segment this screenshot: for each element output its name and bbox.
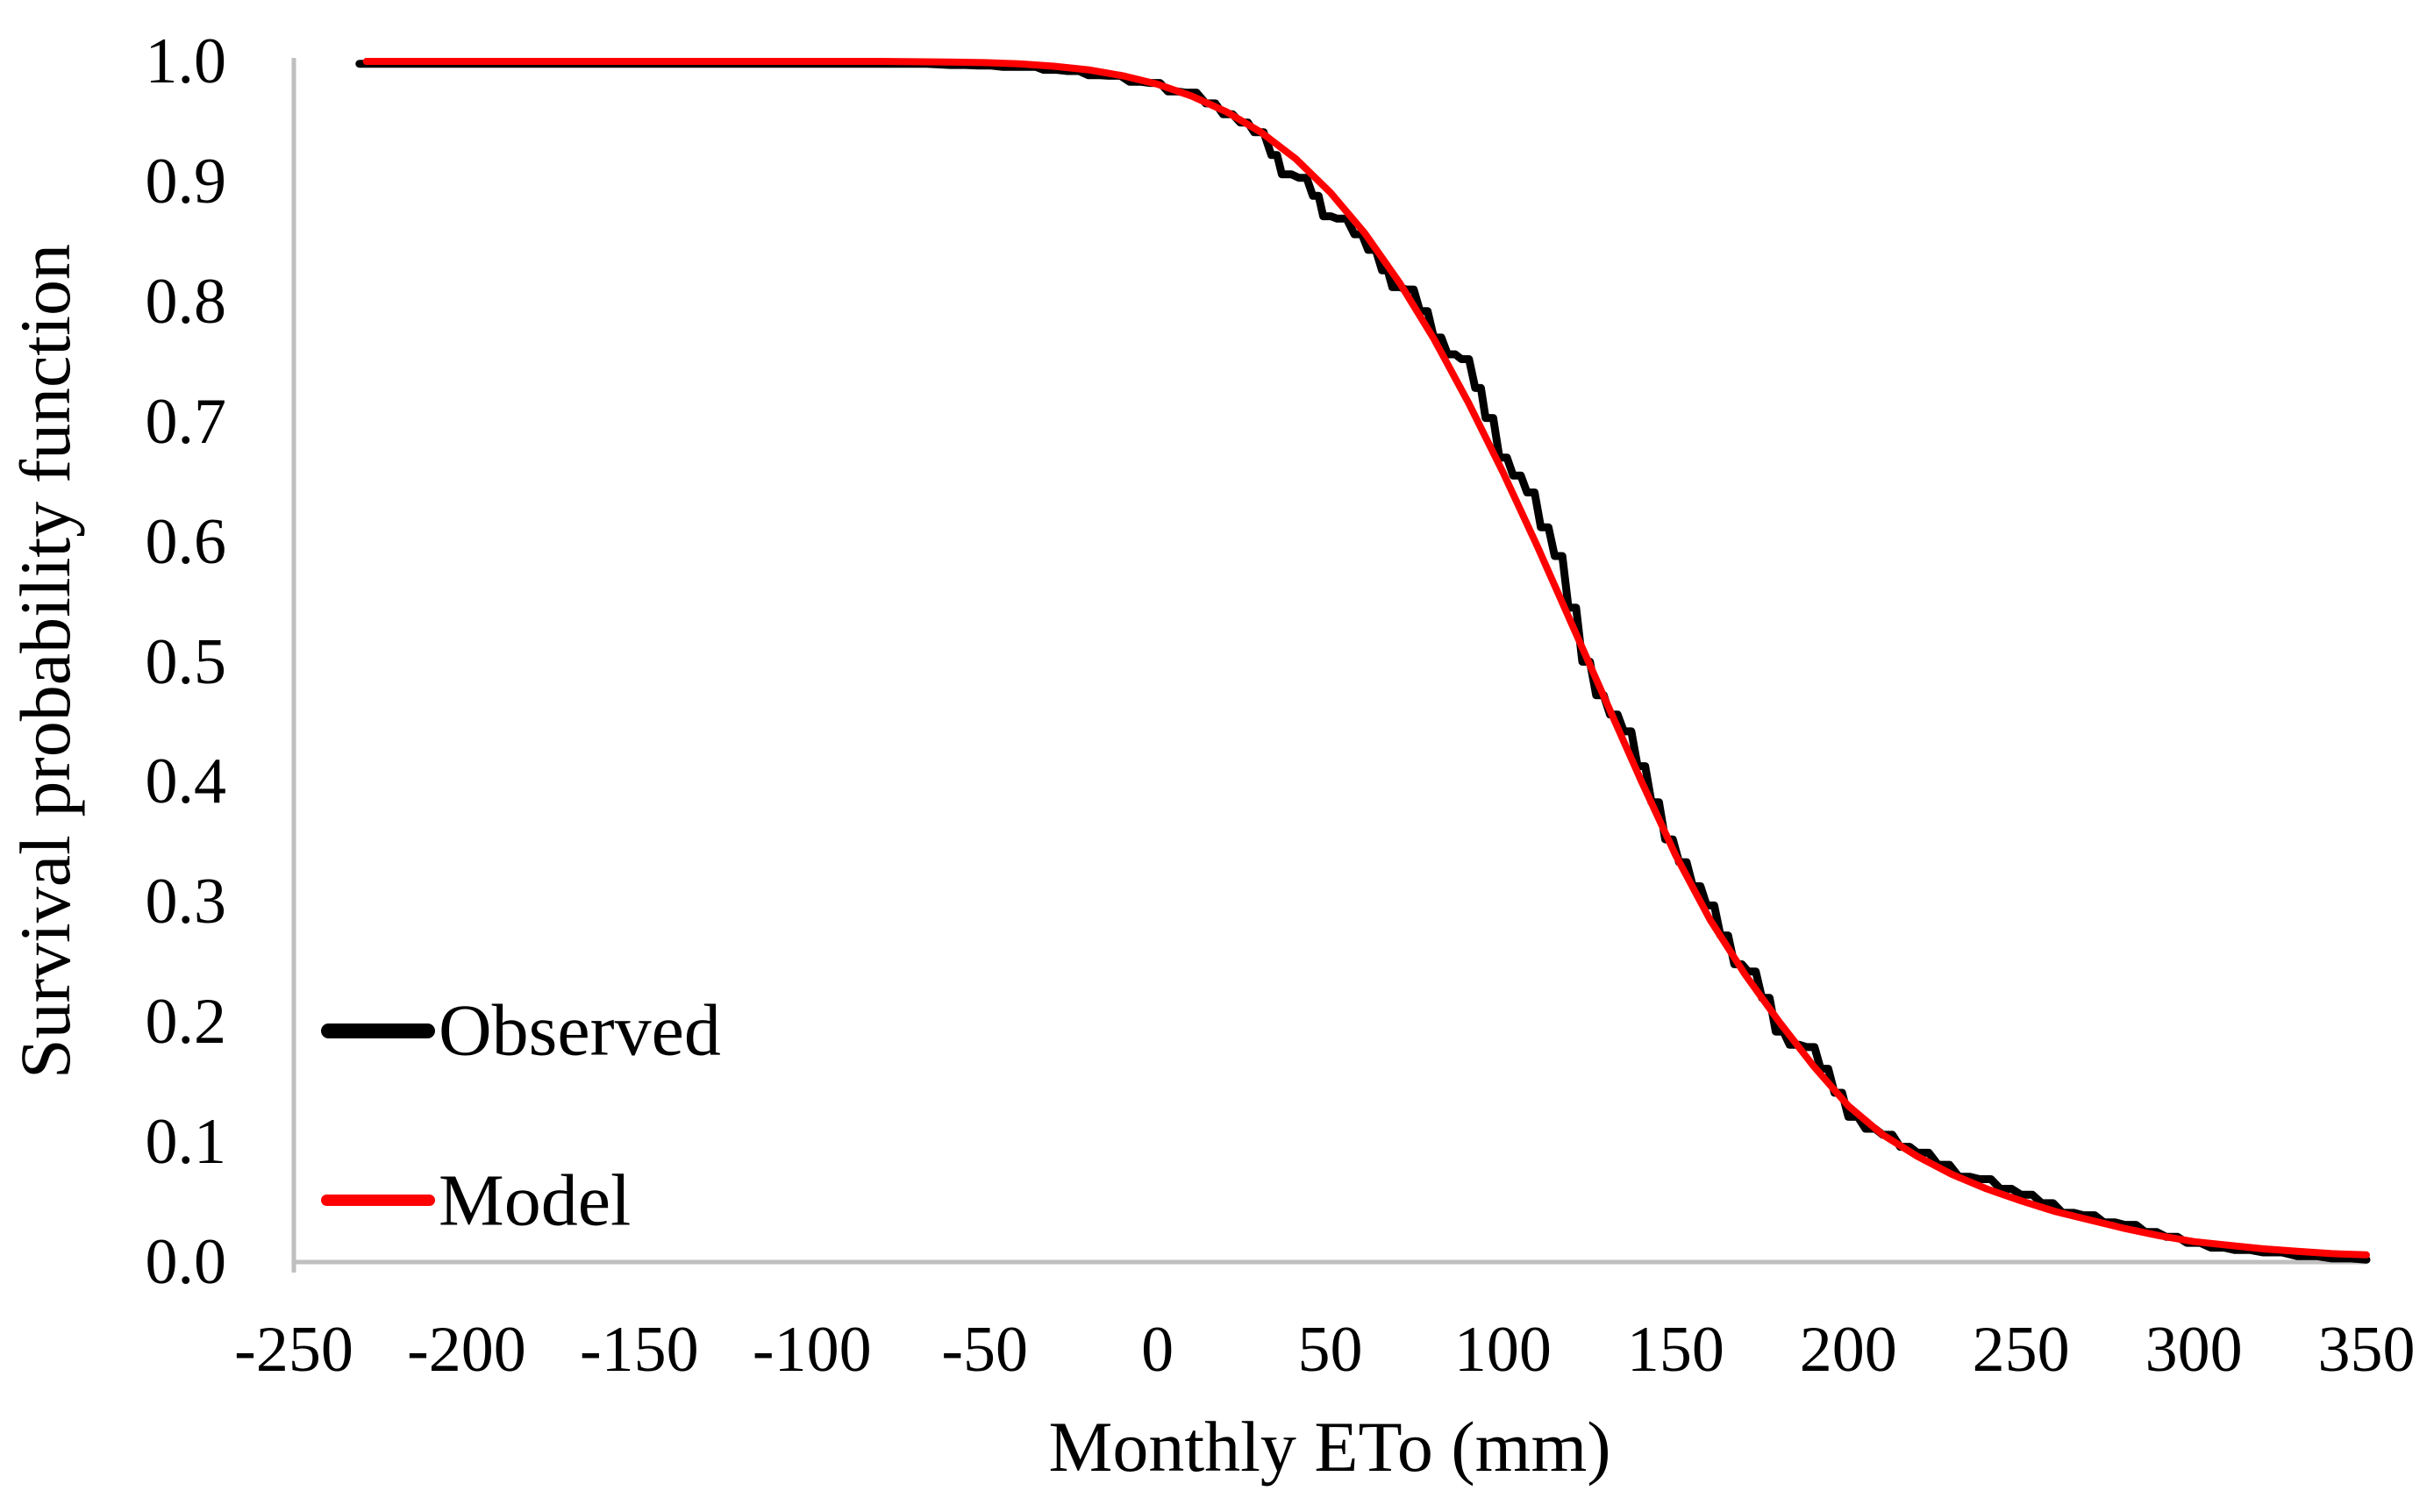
x-tick-label: 350 [2317, 1314, 2416, 1386]
legend-label-observed: Observed [439, 989, 721, 1072]
x-axis-title: Monthly ETo (mm) [1048, 1407, 1611, 1487]
x-tick-label: -250 [234, 1314, 353, 1386]
legend-swatch-observed [321, 1023, 435, 1038]
x-tick-label: 100 [1453, 1314, 1552, 1386]
series-observed [355, 60, 2371, 1264]
y-tick-label: 0.0 [145, 1226, 227, 1298]
y-tick-label: 0.6 [145, 505, 227, 578]
legend-swatch-model [321, 1195, 435, 1206]
x-tick-label: -150 [580, 1314, 699, 1386]
legend-label-model: Model [439, 1159, 632, 1242]
y-axis-title: Survival probability function [5, 244, 85, 1079]
x-tick-label: 200 [1799, 1314, 1897, 1386]
x-tick-label: -100 [752, 1314, 872, 1386]
x-tick-label: -50 [941, 1314, 1028, 1386]
y-tick-label: 0.4 [145, 745, 227, 818]
y-tick-label: 0.5 [145, 625, 227, 698]
y-tick-label: 0.3 [145, 866, 227, 938]
x-tick-label: 300 [2145, 1314, 2243, 1386]
y-tick-label: 0.8 [145, 265, 227, 338]
series-model [362, 58, 2370, 1259]
y-tick-label: 0.1 [145, 1106, 227, 1179]
x-tick-label: 0 [1141, 1314, 1174, 1386]
x-tick-label: -200 [407, 1314, 526, 1386]
y-tick-label: 1.0 [145, 25, 227, 97]
x-tick-label: 250 [1972, 1314, 2070, 1386]
x-tick-label: 50 [1297, 1314, 1363, 1386]
y-tick-label: 0.9 [145, 145, 227, 218]
x-tick-label: 150 [1626, 1314, 1724, 1386]
y-tick-label: 0.7 [145, 385, 227, 458]
y-tick-label: 0.2 [145, 986, 227, 1059]
